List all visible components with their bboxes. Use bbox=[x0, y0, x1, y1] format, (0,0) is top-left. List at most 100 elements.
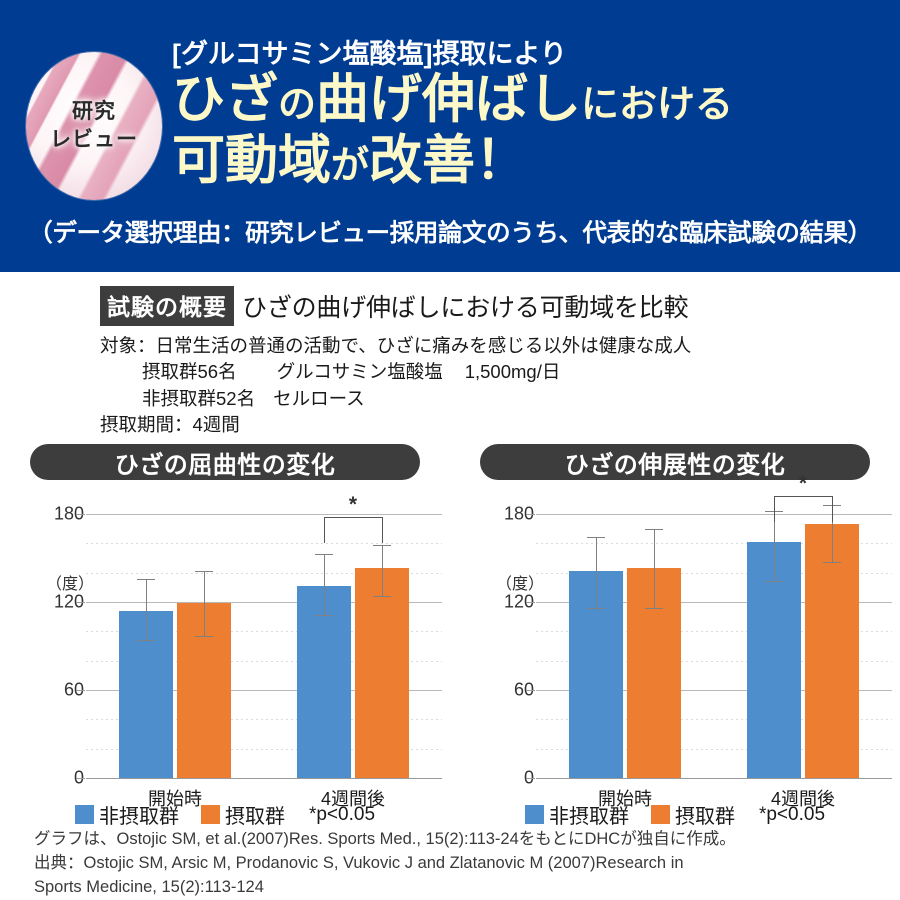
y-axis-ticks-extension: 0 60 120 180 bbox=[460, 492, 535, 802]
error-bar-cap-lower bbox=[587, 607, 605, 609]
overview-title-row: 試験の概要 ひざの曲げ伸ばしにおける可動域を比較 bbox=[100, 286, 900, 326]
y-axis-tick-label: 120 bbox=[53, 591, 84, 612]
legend-pvalue-extension: *p<0.05 bbox=[758, 803, 826, 825]
gridline-minor bbox=[536, 660, 892, 662]
chart-legend-flexion: 非摂取群 摂取群 *p<0.05 bbox=[0, 800, 450, 829]
chart-title-extension: ひざの伸展性の変化 bbox=[480, 444, 870, 480]
overview-group1-detail: グルコサミン塩酸塩 bbox=[276, 361, 443, 383]
legend-swatch-orange-icon bbox=[200, 805, 220, 824]
error-bar-line bbox=[654, 528, 655, 608]
headline-seg-7: 改善！ bbox=[369, 131, 529, 191]
legend-label-orange: 摂取群 bbox=[224, 806, 285, 828]
y-axis-unit-extension: （度） bbox=[496, 576, 545, 593]
y-axis-tick-mark bbox=[526, 514, 535, 515]
y-axis-tick-label: 60 bbox=[63, 679, 84, 700]
gridline-major bbox=[536, 602, 892, 603]
error-bar-cap-upper bbox=[645, 528, 663, 530]
y-axis-tick-label: 0 bbox=[38, 768, 84, 789]
header-banner: 研究 レビュー [グルコサミン塩酸塩]摂取により ひざの曲げ伸ばしにおける 可動… bbox=[0, 0, 900, 272]
chart-legend-extension: 非摂取群 摂取群 *p<0.05 bbox=[450, 800, 900, 829]
plot-area-extension: 開始時 4週間後 * bbox=[536, 473, 892, 809]
headline-seg-6: が bbox=[331, 145, 370, 188]
overview-subject-label: 対象： bbox=[100, 335, 156, 356]
legend-item-blue-flexion: 非摂取群 bbox=[74, 800, 179, 829]
overview-group1-name: 摂取群56名 bbox=[142, 361, 237, 383]
overview-group1-dose: 1,500mg/日 bbox=[464, 361, 561, 383]
y-axis-unit-flexion: （度） bbox=[46, 576, 95, 593]
overview-subject-row: 対象：日常生活の普通の活動で、ひざに痛みを感じる以外は健康な成人 bbox=[100, 333, 900, 359]
y-axis-tick-mark bbox=[526, 602, 535, 603]
error-bar-cap-lower bbox=[315, 615, 333, 617]
citation-line-1: グラフは、Ostojic SM, et al.(2007)Res. Sports… bbox=[34, 830, 736, 848]
legend-swatch-orange-icon bbox=[650, 805, 670, 824]
gridline-major bbox=[536, 778, 892, 779]
error-bar-line bbox=[382, 544, 383, 597]
overview-tag: 試験の概要 bbox=[100, 286, 234, 326]
y-axis-tick-mark bbox=[76, 778, 85, 779]
error-bar-cap-lower bbox=[373, 596, 391, 598]
y-axis-tick-label: 60 bbox=[513, 679, 534, 700]
header-headline: ひざの曲げ伸ばしにおける 可動域が改善！ bbox=[172, 70, 733, 191]
gridline-major bbox=[86, 690, 442, 691]
error-bar-line bbox=[324, 553, 325, 616]
legend-item-orange-extension: 摂取群 bbox=[650, 800, 735, 829]
error-bar-line bbox=[204, 571, 205, 636]
header-kicker: [グルコサミン塩酸塩]摂取により bbox=[172, 39, 567, 69]
gridline-minor bbox=[536, 631, 892, 633]
error-bar-cap-lower bbox=[195, 635, 213, 637]
overview-period-row: 摂取期間：4週間 bbox=[100, 412, 900, 438]
bar-4週間後-摂取群 bbox=[805, 524, 859, 778]
overview-group2-row: 非摂取群52名 セルロース bbox=[100, 386, 900, 412]
bar-4週間後-摂取群 bbox=[355, 568, 409, 778]
chart-flexion: ひざの屈曲性の変化 （度） 0 60 120 180 開始時 4週間後 * 非摂取群 摂取… bbox=[0, 444, 450, 828]
gridline-major bbox=[86, 778, 442, 779]
legend-pvalue-flexion: *p<0.05 bbox=[308, 803, 376, 825]
error-bar-cap-lower bbox=[645, 607, 663, 609]
error-bar-line bbox=[832, 505, 833, 563]
source-citation: グラフは、Ostojic SM, et al.(2007)Res. Sports… bbox=[34, 828, 884, 900]
overview-body: 対象：日常生活の普通の活動で、ひざに痛みを感じる以外は健康な成人 摂取群56名 グ… bbox=[100, 333, 900, 438]
charts-container: ひざの屈曲性の変化 （度） 0 60 120 180 開始時 4週間後 * 非摂取群 摂取… bbox=[0, 444, 900, 828]
x-axis-label: 4週間後 bbox=[770, 789, 836, 809]
chart-plot-flexion: （度） 0 60 120 180 開始時 4週間後 * bbox=[0, 492, 450, 809]
y-axis-tick-mark bbox=[76, 690, 85, 691]
gridline-major bbox=[536, 690, 892, 691]
gridline-major bbox=[86, 602, 442, 603]
citation-line-2: 出典：Ostojic SM, Arsic M, Prodanovic S, Vu… bbox=[34, 853, 684, 872]
gridline-minor bbox=[86, 543, 442, 545]
gridline-minor bbox=[86, 719, 442, 721]
gridline-minor bbox=[86, 660, 442, 662]
error-bar-cap-upper bbox=[373, 544, 391, 546]
citation-line-3: Sports Medicine, 15(2):113-124 bbox=[34, 877, 264, 896]
gridline-major bbox=[86, 514, 442, 515]
legend-label-blue: 非摂取群 bbox=[98, 806, 179, 828]
gridline-minor bbox=[536, 748, 892, 750]
y-axis-tick-label: 180 bbox=[503, 503, 534, 524]
y-axis-tick-mark bbox=[526, 778, 535, 779]
error-bar-cap-upper bbox=[315, 553, 333, 555]
headline-seg-1: ひざ bbox=[172, 70, 278, 129]
headline-seg-4: における bbox=[581, 84, 734, 126]
bar-4週間後-非摂取群 bbox=[297, 585, 351, 778]
error-bar-cap-lower bbox=[137, 640, 155, 642]
gridline-minor bbox=[86, 631, 442, 633]
overview-title: ひざの曲げ伸ばしにおける可動域を比較 bbox=[242, 294, 689, 322]
gridline-minor bbox=[536, 572, 892, 574]
gridline-major bbox=[536, 514, 892, 515]
error-bar-cap-upper bbox=[587, 537, 605, 539]
chart-title-flexion: ひざの屈曲性の変化 bbox=[30, 444, 420, 480]
chart-plot-extension: （度） 0 60 120 180 開始時 4週間後 * bbox=[450, 473, 900, 809]
gridline-minor bbox=[86, 572, 442, 574]
overview-period-value: 4週間 bbox=[192, 413, 240, 435]
x-axis-label: 4週間後 bbox=[320, 789, 386, 809]
overview-period-label: 摂取期間： bbox=[100, 413, 193, 435]
chart-extension: ひざの伸展性の変化 （度） 0 60 120 180 開始時 4週間後 * 非摂取群 摂取… bbox=[450, 444, 900, 828]
gridline-minor bbox=[536, 543, 892, 545]
gridline-minor bbox=[86, 748, 442, 750]
legend-swatch-blue-icon bbox=[524, 805, 544, 824]
error-bar-cap-lower bbox=[823, 562, 841, 564]
overview-subject-text: 日常生活の普通の活動で、ひざに痛みを感じる以外は健康な成人 bbox=[155, 335, 692, 356]
overview-group1-row: 摂取群56名 グルコサミン塩酸塩 1,500mg/日 bbox=[100, 359, 900, 385]
headline-seg-2: の bbox=[278, 84, 317, 126]
legend-label-orange: 摂取群 bbox=[674, 806, 735, 828]
